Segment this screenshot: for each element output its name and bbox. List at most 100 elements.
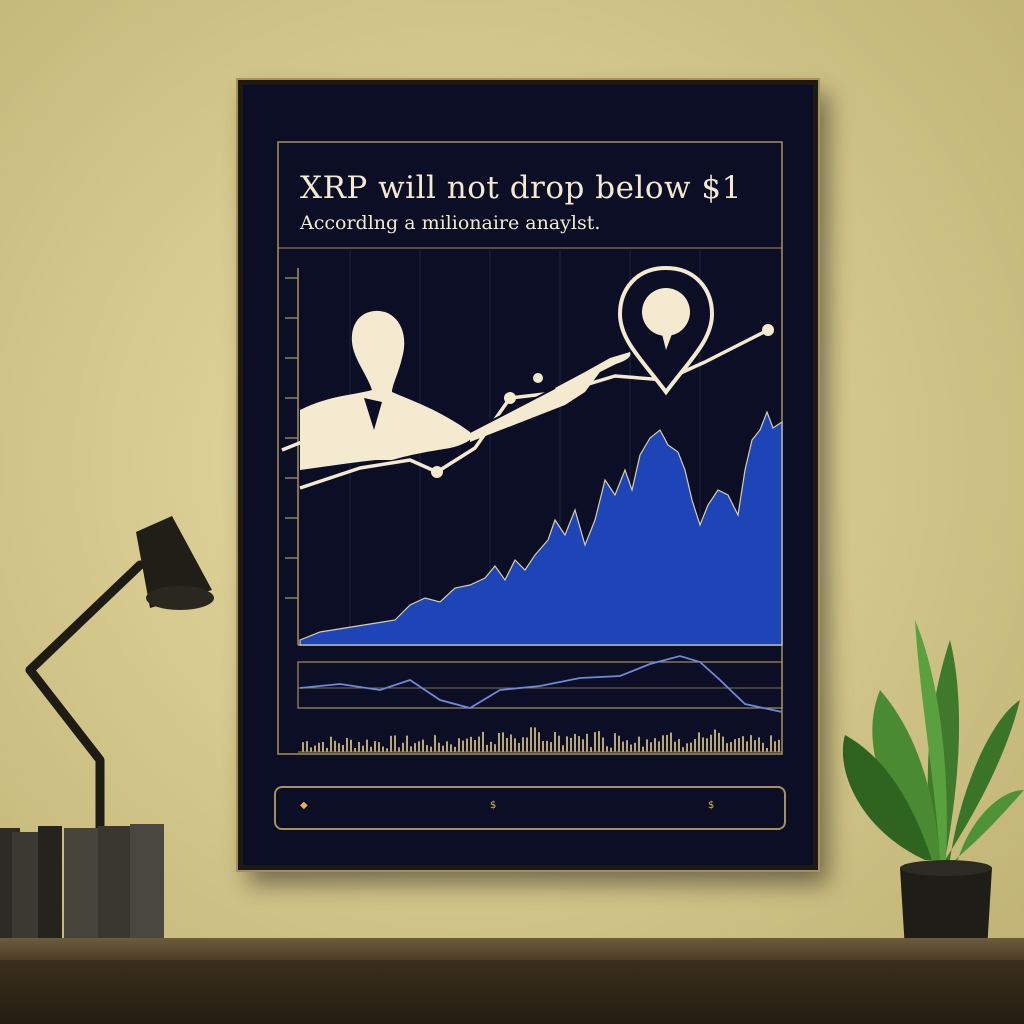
volume-bar xyxy=(330,736,332,752)
volume-bar xyxy=(762,742,764,752)
dollar-sign-icon: $ xyxy=(708,800,715,811)
trend-node xyxy=(431,466,443,478)
volume-bar xyxy=(394,735,396,752)
volume-bar xyxy=(746,741,748,752)
volume-bar xyxy=(350,739,352,752)
volume-bar xyxy=(586,733,588,752)
dollar-sign-icon: $ xyxy=(490,800,497,811)
volume-bar xyxy=(406,735,408,752)
trend-node xyxy=(762,324,774,336)
volume-bar xyxy=(426,745,428,752)
volume-bar xyxy=(378,742,380,752)
volume-bar xyxy=(606,746,608,752)
volume-bar xyxy=(502,732,504,752)
volume-bar xyxy=(490,741,492,752)
volume-bar xyxy=(386,748,388,752)
volume-bar xyxy=(666,734,668,752)
volume-bar xyxy=(362,745,364,752)
volume-bar xyxy=(570,737,572,752)
volume-bar xyxy=(342,745,344,752)
volume-bar xyxy=(774,741,776,752)
volume-bar xyxy=(650,742,652,752)
volume-bar xyxy=(442,745,444,752)
volume-bar xyxy=(558,735,560,752)
volume-bar xyxy=(566,736,568,752)
volume-bar xyxy=(714,729,716,752)
location-pin-icon xyxy=(617,265,715,396)
volume-bar xyxy=(646,739,648,752)
volume-bar xyxy=(318,742,320,752)
volume-bar xyxy=(382,746,384,752)
volume-bar xyxy=(434,735,436,752)
volume-bar xyxy=(482,731,484,752)
volume-bar xyxy=(474,740,476,752)
trend-node xyxy=(533,373,543,383)
volume-bar xyxy=(778,739,780,752)
volume-bar xyxy=(534,727,536,752)
volume-bar xyxy=(514,738,516,752)
volume-bar xyxy=(462,740,464,752)
volume-bar xyxy=(706,738,708,752)
volume-bar xyxy=(370,746,372,752)
volume-bar xyxy=(610,747,612,752)
volume-bar xyxy=(718,732,720,752)
volume-bar xyxy=(702,737,704,752)
volume-bar xyxy=(410,746,412,752)
volume-bar xyxy=(658,741,660,752)
volume-bar xyxy=(526,737,528,752)
volume-bar xyxy=(374,741,376,752)
volume-bar xyxy=(642,746,644,752)
volume-bar xyxy=(322,741,324,752)
volume-bar xyxy=(698,732,700,752)
volume-bar xyxy=(530,727,532,752)
volume-bar xyxy=(562,745,564,752)
volume-bar xyxy=(726,743,728,752)
stats-bar: ◆ $ $ xyxy=(274,786,786,830)
volume-bar xyxy=(478,736,480,752)
poster-title: XRP will not drop below $1 xyxy=(300,170,742,206)
volume-bar xyxy=(506,737,508,752)
volume-bar xyxy=(542,740,544,752)
y-axis-ticks xyxy=(285,277,298,599)
volume-bar xyxy=(638,736,640,752)
volume-bar xyxy=(398,747,400,752)
volume-bar xyxy=(430,746,432,752)
volume-bar xyxy=(630,744,632,752)
indicator-line xyxy=(299,655,783,713)
volume-bar xyxy=(466,738,468,752)
location-pin-icon: ◆ xyxy=(300,800,308,811)
poster-subtitle: Accordlng a milionaire anaylst. xyxy=(300,212,601,234)
volume-bar xyxy=(450,744,452,752)
volume-bar xyxy=(510,734,512,752)
shelf-front xyxy=(0,960,1024,1024)
volume-bar xyxy=(314,745,316,752)
volume-bar xyxy=(390,735,392,752)
volume-bar xyxy=(682,747,684,752)
volume-bar xyxy=(598,731,600,752)
volume-bar xyxy=(414,743,416,752)
volume-bar xyxy=(734,739,736,752)
volume-bar xyxy=(538,732,540,752)
volume-bar xyxy=(418,741,420,752)
volume-bar xyxy=(694,739,696,752)
volume-bar xyxy=(402,742,404,752)
volume-bar xyxy=(334,740,336,752)
volume-bar xyxy=(486,744,488,752)
volume-bar xyxy=(614,733,616,752)
volume-bar xyxy=(754,740,756,752)
volume-bar xyxy=(766,747,768,752)
volume-bar xyxy=(654,738,656,752)
volume-bar xyxy=(730,742,732,752)
volume-bar xyxy=(354,747,356,752)
volume-bar xyxy=(494,744,496,752)
volume-bar xyxy=(742,736,744,752)
volume-bar xyxy=(358,742,360,752)
volume-bar xyxy=(310,747,312,752)
books xyxy=(0,824,164,940)
volume-bar xyxy=(738,737,740,752)
volume-bar xyxy=(722,736,724,752)
volume-bar xyxy=(522,737,524,752)
volume-bar xyxy=(750,735,752,752)
volume-bars xyxy=(302,727,780,752)
